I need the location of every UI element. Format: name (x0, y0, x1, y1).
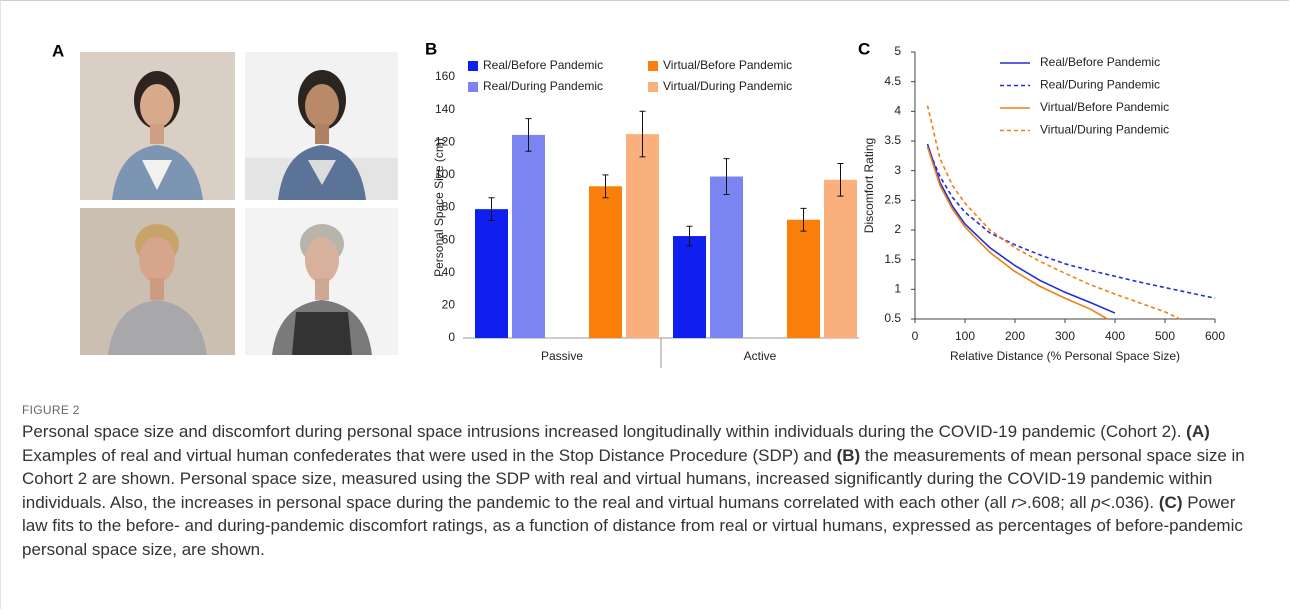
bar (589, 186, 622, 338)
y-tick-label: 1 (894, 282, 901, 296)
error-bar (723, 158, 730, 195)
legend-label: Real/During Pandemic (1040, 78, 1160, 92)
figure-label: FIGURE 2 (22, 403, 80, 417)
y-axis-label: Discomfort Rating (862, 138, 876, 233)
y-tick-label: 4 (894, 104, 901, 118)
x-tick-label: Active (744, 349, 777, 363)
y-tick-label: 2.5 (884, 193, 901, 207)
y-tick-label: 0 (448, 330, 455, 344)
y-tick-label: 0.5 (884, 311, 901, 325)
legend-label: Real/During Pandemic (483, 79, 603, 93)
x-axis-label: Relative Distance (% Personal Space Size… (950, 349, 1180, 363)
legend-swatch (468, 82, 478, 92)
legend-swatch (648, 82, 658, 92)
y-tick-label: 5 (894, 44, 901, 58)
caption-symbol: r (1011, 492, 1018, 512)
error-bar (488, 197, 495, 222)
legend-label: Virtual/During Pandemic (663, 79, 792, 93)
y-tick-label: 3.5 (884, 133, 901, 147)
x-tick-label: 600 (1205, 329, 1225, 343)
error-bar (602, 174, 609, 199)
y-tick-label: 2 (894, 222, 901, 236)
bar (787, 219, 820, 338)
bar (626, 134, 659, 338)
y-tick-label: 4.5 (884, 74, 901, 88)
bar (710, 176, 743, 338)
legend-swatch (468, 61, 478, 71)
error-bar (525, 118, 532, 152)
bar (475, 209, 508, 338)
y-tick-label: 160 (435, 69, 455, 83)
x-tick-label: 100 (955, 329, 975, 343)
caption-panel-ref: (B) (836, 445, 861, 465)
line-series (926, 146, 1108, 320)
panel-label: B (425, 39, 437, 58)
error-bar (800, 207, 807, 232)
bar (673, 236, 706, 338)
legend-label: Virtual/Before Pandemic (663, 58, 792, 72)
error-bar (639, 110, 646, 158)
caption-text: the measurements of mean personal space … (22, 445, 1245, 512)
y-tick-label: 20 (442, 298, 456, 312)
y-tick-label: 80 (442, 200, 456, 214)
error-bar (837, 162, 844, 197)
legend-swatch (648, 61, 658, 71)
caption-symbol: p (1091, 492, 1101, 512)
x-tick-label: 500 (1155, 329, 1175, 343)
caption-text: <.036). (1100, 492, 1159, 512)
legend-label: Real/Before Pandemic (1040, 55, 1160, 69)
line-series (926, 143, 1116, 314)
bar (512, 134, 545, 338)
y-tick-label: 120 (435, 134, 455, 148)
caption-text: >.608; all (1017, 492, 1092, 512)
line-series (926, 105, 1181, 320)
panel-label: A (52, 41, 64, 60)
legend-label: Real/Before Pandemic (483, 58, 603, 72)
y-axis-label: Personal Space Size (cm) (432, 138, 446, 277)
caption-text: Power law fits to the before- and during… (22, 492, 1243, 559)
y-tick-label: 140 (435, 102, 455, 116)
x-tick-label: 300 (1055, 329, 1075, 343)
y-tick-label: 1.5 (884, 252, 901, 266)
y-tick-label: 100 (435, 167, 455, 181)
panel-label: C (858, 39, 870, 58)
x-tick-label: Passive (541, 349, 583, 363)
error-bar (686, 225, 693, 247)
y-tick-label: 60 (442, 232, 456, 246)
figure-caption: Personal space size and discomfort durin… (22, 420, 1257, 561)
x-tick-label: 400 (1105, 329, 1125, 343)
y-tick-label: 3 (894, 163, 901, 177)
caption-text: Personal space size and discomfort durin… (22, 422, 1187, 441)
caption-panel-ref: (A) (1186, 422, 1210, 441)
bar (824, 179, 857, 338)
photo-real-man (80, 208, 235, 355)
y-tick-label: 40 (442, 265, 456, 279)
x-tick-label: 200 (1005, 329, 1025, 343)
photo-real-woman (80, 52, 235, 200)
photo-virtual-man (245, 208, 398, 355)
legend-label: Virtual/Before Pandemic (1040, 100, 1169, 114)
line-series (926, 146, 1216, 300)
x-tick-label: 0 (912, 329, 919, 343)
photo-virtual-woman (245, 52, 398, 200)
caption-text: Examples of real and virtual human confe… (22, 445, 837, 465)
legend-label: Virtual/During Pandemic (1040, 123, 1169, 137)
caption-panel-ref: (C) (1158, 492, 1183, 512)
